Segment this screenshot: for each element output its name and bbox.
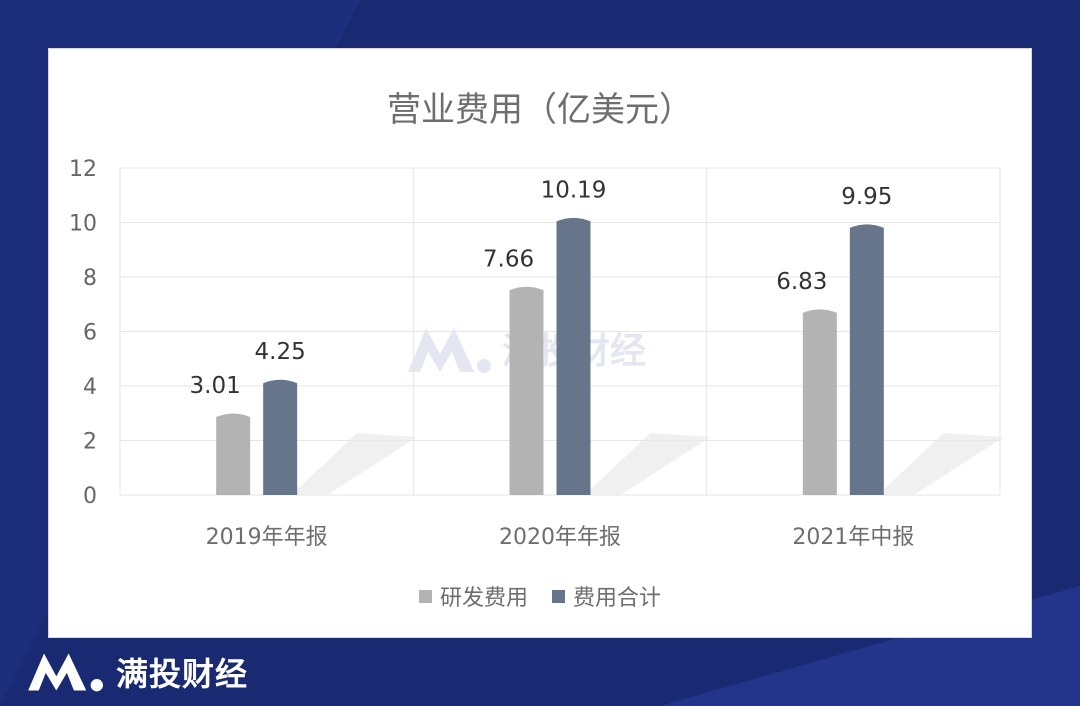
y-tick-label: 0 <box>83 484 97 509</box>
bar <box>556 217 591 495</box>
bar <box>849 224 884 496</box>
logo-icon <box>28 653 103 692</box>
legend-item-total: 费用合计 <box>552 580 661 612</box>
legend-swatch <box>552 589 565 603</box>
bar <box>509 286 544 495</box>
y-tick-label: 6 <box>83 321 97 346</box>
legend-item-rd: 研发费用 <box>418 580 528 612</box>
bar-shadow <box>584 433 711 495</box>
bar-shadow <box>291 433 418 495</box>
bar <box>263 379 298 495</box>
legend-label: 研发费用 <box>439 586 528 611</box>
x-tick-label: 2020年年报 <box>499 525 621 550</box>
chart-legend: 研发费用 费用合计 <box>0 580 1080 612</box>
bar-shadow <box>877 433 1004 495</box>
y-tick-label: 4 <box>83 375 97 400</box>
data-label: 7.66 <box>483 246 534 272</box>
data-label: 9.95 <box>841 184 892 210</box>
data-label: 10.19 <box>541 177 607 203</box>
watermark-logo-icon <box>408 328 491 373</box>
legend-label: 费用合计 <box>573 586 662 611</box>
y-tick-label: 12 <box>69 157 97 182</box>
x-tick-label: 2019年年报 <box>206 525 328 550</box>
data-label: 3.01 <box>190 373 241 399</box>
brand-logo: 满投财经 <box>26 648 248 696</box>
data-label: 4.25 <box>255 339 306 365</box>
y-tick-label: 10 <box>69 212 97 237</box>
y-tick-label: 2 <box>83 430 97 455</box>
x-tick-label: 2021年中报 <box>792 525 914 550</box>
legend-swatch <box>418 589 432 603</box>
bar <box>802 309 837 495</box>
logo-text: 满投财经 <box>116 655 249 693</box>
y-tick-label: 8 <box>83 266 97 291</box>
chart-title: 营业费用（亿美元） <box>387 90 693 130</box>
bar <box>216 413 251 495</box>
data-label: 6.83 <box>776 269 827 295</box>
